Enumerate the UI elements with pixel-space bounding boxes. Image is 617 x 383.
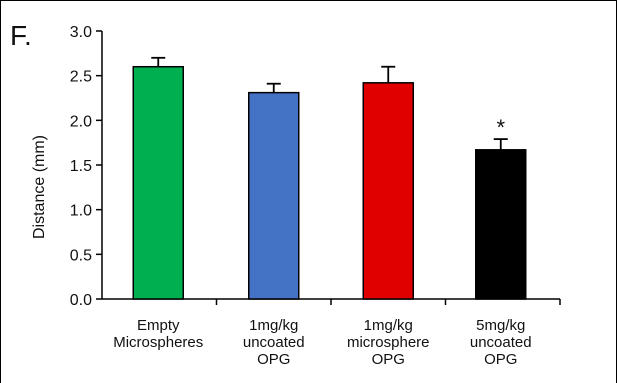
x-tick-label: OPG — [484, 351, 517, 368]
bar — [362, 82, 414, 300]
y-tick-label: 0.5 — [70, 247, 92, 264]
y-tick-label: 1.0 — [70, 203, 92, 220]
bar — [132, 65, 184, 300]
significance-marker: * — [496, 115, 505, 140]
x-tick-label: 1mg/kg — [364, 317, 413, 334]
y-tick-label: 3.0 — [70, 24, 92, 41]
x-tick-label: Microspheres — [113, 334, 203, 351]
x-tick-label: microsphere — [347, 334, 430, 351]
x-tick-label: 5mg/kg — [476, 317, 525, 334]
y-tick-label: 2.0 — [70, 113, 92, 130]
x-axis: EmptyMicrospheres1mg/kguncoatedOPG1mg/kg… — [102, 298, 561, 368]
bars: * — [132, 56, 527, 300]
x-tick-label: Empty — [137, 317, 180, 334]
y-tick-label: 1.5 — [70, 158, 92, 175]
y-tick-label: 0.0 — [70, 292, 92, 309]
x-tick-label: OPG — [372, 351, 405, 368]
y-tick-label: 2.5 — [70, 69, 92, 86]
bar — [475, 149, 527, 300]
x-tick-label: uncoated — [470, 334, 532, 351]
x-tick-label: OPG — [257, 351, 290, 368]
panel-label: F. — [10, 20, 32, 51]
y-axis: 0.0 0.5 1.0 1.5 2.0 2.5 3.0 — [70, 24, 103, 309]
y-axis-label: Distance (mm) — [31, 135, 48, 239]
bar — [248, 91, 300, 300]
x-tick-label: 1mg/kg — [249, 317, 298, 334]
x-tick-label: uncoated — [243, 334, 305, 351]
